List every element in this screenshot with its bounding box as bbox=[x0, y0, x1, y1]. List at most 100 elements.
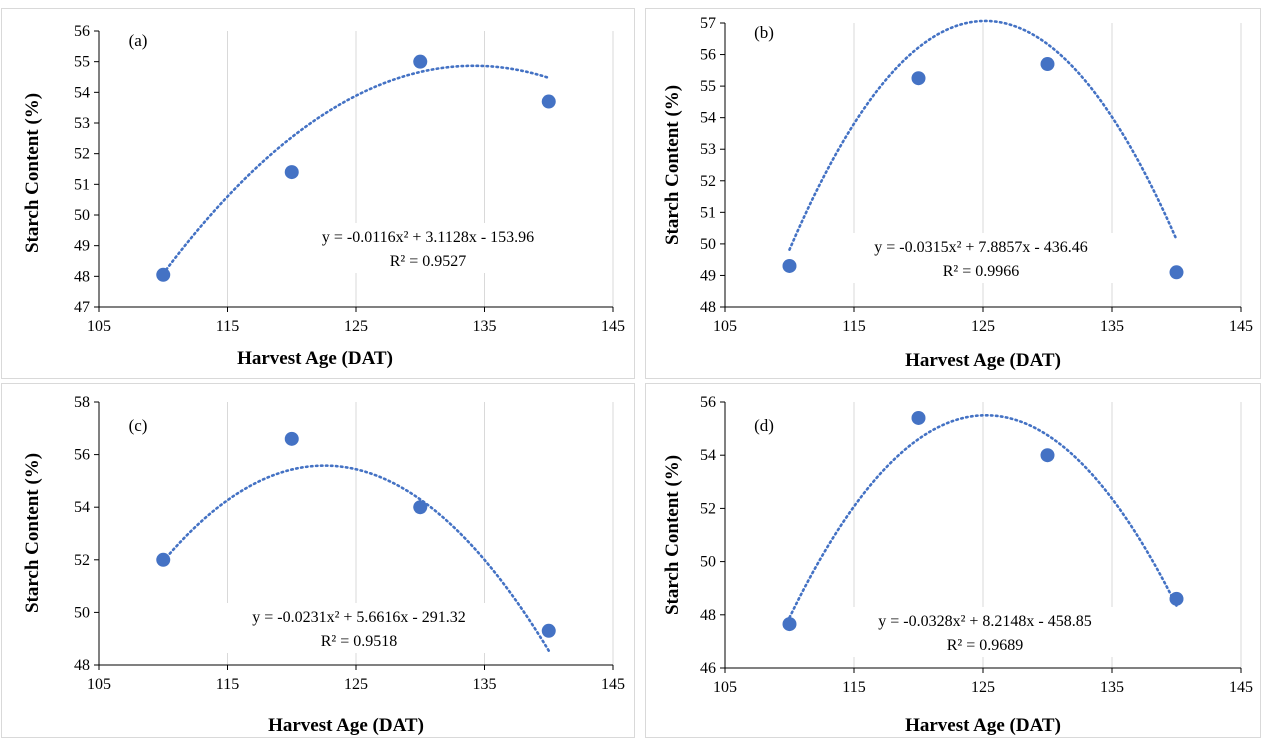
y-tick-label: 51 bbox=[700, 204, 716, 221]
data-point bbox=[541, 623, 556, 638]
x-tick-label: 105 bbox=[87, 318, 111, 335]
chart-panel-c: 48 50 52 54 56 58 105 115 125 135 145 y = -0.0231x²… bbox=[1, 383, 635, 738]
y-tick-label: 52 bbox=[74, 146, 90, 163]
x-tick-label: 135 bbox=[1100, 318, 1124, 335]
trendline-equation: y = -0.0328x² + 8.2148x - 458.85 bbox=[878, 613, 1092, 630]
y-tick-label: 57 bbox=[700, 15, 716, 32]
data-point bbox=[1040, 448, 1055, 463]
x-tick-label: 145 bbox=[1229, 679, 1253, 696]
x-tick-label: 125 bbox=[344, 676, 368, 693]
y-tick-label: 54 bbox=[700, 447, 716, 464]
y-tick-label: 53 bbox=[74, 115, 90, 132]
data-point bbox=[1040, 57, 1055, 72]
y-tick-label: 55 bbox=[74, 54, 90, 71]
x-tick-label: 125 bbox=[971, 679, 995, 696]
y-tick-label: 52 bbox=[700, 500, 716, 517]
x-tick-label: 105 bbox=[713, 318, 737, 335]
y-tick-label: 48 bbox=[74, 268, 90, 285]
x-tick-label: 145 bbox=[601, 318, 625, 335]
r-squared-label: R² = 0.9689 bbox=[947, 637, 1024, 654]
y-tick-label: 51 bbox=[74, 176, 90, 193]
equation-background bbox=[280, 223, 576, 273]
chart-svg: 48 49 50 51 52 53 54 55 56 57 105 115 125 135 145 y = -… bbox=[662, 15, 1253, 371]
y-tick-label: 47 bbox=[74, 299, 90, 316]
y-tick-label: 50 bbox=[74, 604, 90, 621]
x-tick-label: 115 bbox=[842, 318, 865, 335]
data-point bbox=[541, 94, 556, 109]
data-point bbox=[911, 410, 926, 425]
y-tick-label: 55 bbox=[700, 78, 716, 95]
x-axis-title: Harvest Age (DAT) bbox=[237, 348, 393, 369]
trendline-equation: y = -0.0231x² + 5.6616x - 291.32 bbox=[252, 609, 466, 626]
trendline-equation: y = -0.0315x² + 7.8857x - 436.46 bbox=[874, 239, 1088, 256]
x-axis-title: Harvest Age (DAT) bbox=[905, 715, 1061, 736]
y-tick-label: 48 bbox=[700, 607, 716, 624]
x-tick-label: 115 bbox=[216, 318, 239, 335]
equation-background bbox=[837, 607, 1133, 657]
y-tick-label: 56 bbox=[74, 23, 90, 40]
x-tick-label: 125 bbox=[344, 318, 368, 335]
data-point bbox=[156, 267, 171, 282]
r-squared-label: R² = 0.9518 bbox=[321, 633, 398, 650]
y-tick-label: 53 bbox=[700, 141, 716, 158]
y-tick-label: 54 bbox=[700, 110, 716, 127]
data-point bbox=[284, 165, 299, 180]
x-tick-label: 135 bbox=[1100, 679, 1124, 696]
x-axis-title: Harvest Age (DAT) bbox=[905, 350, 1061, 371]
trendline bbox=[161, 464, 551, 652]
data-point bbox=[1169, 265, 1184, 280]
y-tick-label: 50 bbox=[700, 554, 716, 571]
y-tick-label: 52 bbox=[700, 173, 716, 190]
chart-svg: 46 48 50 52 54 56 105 115 125 135 145 y = -0.0328x²… bbox=[662, 394, 1253, 736]
data-point bbox=[413, 500, 428, 515]
chart-panel-d: 46 48 50 52 54 56 105 115 125 135 145 y = -0.0328x²… bbox=[645, 383, 1261, 738]
equation-background bbox=[833, 233, 1129, 283]
chart-panel-b: 48 49 50 51 52 53 54 55 56 57 105 115 125 135 145 y = -… bbox=[645, 8, 1261, 379]
y-tick-label: 58 bbox=[74, 394, 90, 411]
y-tick-label: 48 bbox=[74, 657, 90, 674]
x-tick-label: 135 bbox=[473, 676, 497, 693]
x-tick-label: 115 bbox=[216, 676, 239, 693]
trendline bbox=[788, 413, 1178, 619]
y-tick-label: 46 bbox=[700, 660, 716, 677]
y-tick-label: 56 bbox=[700, 394, 716, 411]
x-tick-label: 135 bbox=[473, 318, 497, 335]
panel-label: (b) bbox=[754, 23, 774, 42]
panel-label: (c) bbox=[129, 416, 148, 435]
trendline-equation: y = -0.0116x² + 3.1128x - 153.96 bbox=[322, 229, 534, 246]
chart-svg: 48 50 52 54 56 58 105 115 125 135 145 y = -0.0231x²… bbox=[22, 394, 625, 736]
y-axis-title: Starch Content (%) bbox=[22, 453, 43, 613]
data-point bbox=[156, 552, 171, 567]
data-point bbox=[782, 617, 797, 632]
trendline bbox=[161, 64, 551, 275]
panel-label: (a) bbox=[129, 31, 148, 50]
data-point bbox=[413, 54, 428, 69]
y-tick-label: 56 bbox=[74, 447, 90, 464]
y-tick-label: 56 bbox=[700, 47, 716, 64]
chart-panel-a: 47 48 49 50 51 52 53 54 55 56 105 115 125 135 145 y = -… bbox=[1, 8, 635, 379]
data-point bbox=[284, 431, 299, 446]
chart-svg: 47 48 49 50 51 52 53 54 55 56 105 115 125 135 145 y = -… bbox=[22, 23, 625, 369]
y-axis-title: Starch Content (%) bbox=[22, 93, 43, 253]
x-tick-label: 125 bbox=[971, 318, 995, 335]
r-squared-label: R² = 0.9527 bbox=[390, 253, 467, 270]
data-point bbox=[1169, 591, 1184, 606]
y-tick-label: 49 bbox=[700, 267, 716, 284]
y-axis-title: Starch Content (%) bbox=[662, 85, 683, 245]
data-point bbox=[911, 71, 926, 86]
x-tick-label: 115 bbox=[842, 679, 865, 696]
x-axis-title: Harvest Age (DAT) bbox=[268, 715, 424, 736]
data-point bbox=[782, 258, 797, 273]
x-tick-label: 105 bbox=[713, 679, 737, 696]
y-tick-label: 54 bbox=[74, 84, 90, 101]
y-axis-title: Starch Content (%) bbox=[662, 455, 683, 615]
r-squared-label: R² = 0.9966 bbox=[943, 263, 1020, 280]
x-tick-label: 105 bbox=[87, 676, 111, 693]
panel-label: (d) bbox=[754, 416, 774, 435]
x-tick-label: 145 bbox=[601, 676, 625, 693]
y-tick-label: 49 bbox=[74, 238, 90, 255]
equation-background bbox=[211, 603, 507, 653]
y-tick-label: 48 bbox=[700, 299, 716, 316]
y-tick-label: 50 bbox=[74, 207, 90, 224]
x-tick-label: 145 bbox=[1229, 318, 1253, 335]
